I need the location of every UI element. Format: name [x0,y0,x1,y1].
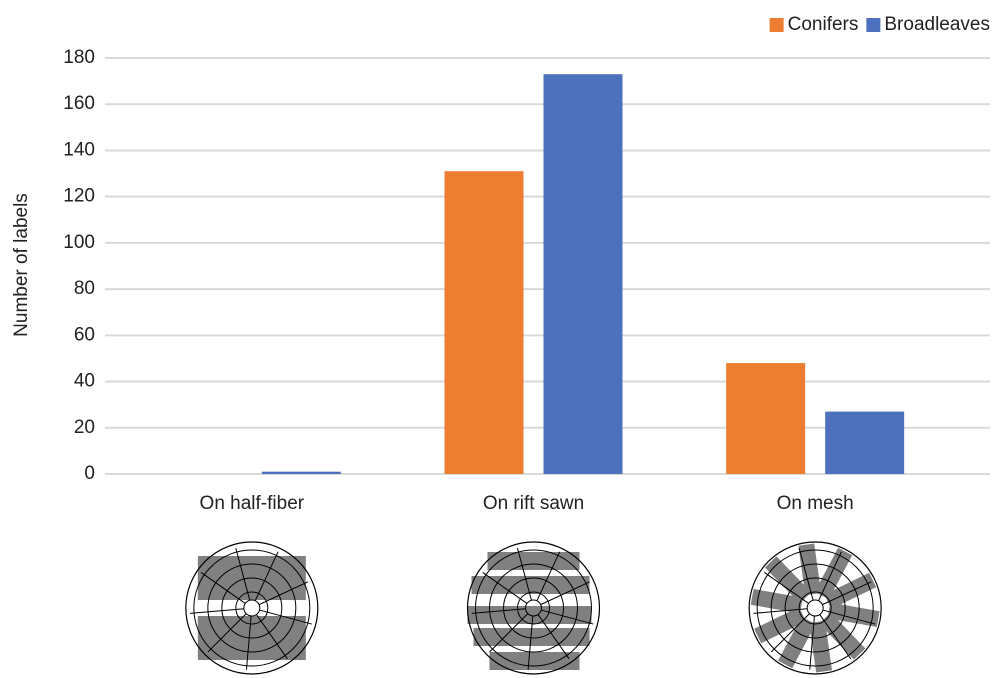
sawing-icon [748,541,882,675]
y-tick-label: 180 [63,47,95,68]
board [809,620,832,673]
growth-ring [207,563,297,653]
board [489,652,580,670]
y-tick-label: 0 [84,463,95,484]
ray [540,581,590,606]
growth-ring [193,549,311,667]
board [764,556,812,604]
board [754,606,807,644]
y-tick-label: 40 [74,371,95,392]
y-tick-label: 100 [63,232,95,253]
ray [536,551,561,601]
ray [818,551,842,601]
growth-ring [243,599,261,617]
legend-swatch [769,18,784,32]
log-outline [466,541,601,675]
y-tick-label: 80 [74,278,95,299]
growth-ring [798,591,832,625]
growth-ring [517,591,550,625]
bar [726,363,806,474]
board [814,547,853,600]
growth-ring [770,563,860,653]
ray [764,572,809,604]
bar [261,471,341,474]
growth-ring [489,563,578,653]
y-tick-label: 120 [63,186,95,207]
growth-ring [235,591,269,625]
board [471,576,590,594]
legend-label: Conifers [788,14,859,35]
y-tick-label: 160 [63,93,95,114]
ray [207,613,247,653]
log-outline [748,541,882,675]
ray [527,615,534,670]
bar [543,74,623,474]
y-axis-label: Number of labels [11,193,32,337]
ray [258,581,309,606]
x-tick-label: On rift sawn [483,493,584,514]
ray [256,614,288,660]
ray [798,547,814,601]
sawing-icon [466,541,601,675]
bar [444,171,524,474]
board [798,543,822,596]
ray [541,609,594,625]
log-outline [185,541,319,675]
ray [489,613,529,653]
ray [537,614,570,660]
bar [825,411,905,474]
ray [770,613,810,653]
growth-ring [503,577,564,639]
ray [254,551,279,601]
growth-ring [221,577,283,639]
y-tick-label: 60 [74,324,95,345]
y-tick-label: 140 [63,139,95,160]
growth-ring [525,599,542,617]
ray [200,572,246,604]
growth-ring [756,549,874,667]
x-tick-label: On half-fiber [200,493,305,514]
ray [235,547,251,601]
ray [190,608,244,614]
ray [259,609,312,625]
sawing-diagrams [185,541,882,675]
growth-ring [806,599,824,617]
ray [822,581,872,606]
growth-ring [475,549,592,667]
board [824,572,877,610]
ray [819,614,852,660]
ray [482,572,528,604]
board [487,552,580,570]
ray [245,615,252,670]
legend-swatch [866,18,881,32]
sawing-icon [185,541,319,675]
board [827,602,880,627]
board [750,589,803,614]
legend-label: Broadleaves [884,14,990,35]
ray [822,609,876,625]
ray [809,615,815,670]
board [819,612,866,660]
board [778,616,816,669]
growth-ring [784,577,846,639]
y-tick-label: 20 [74,417,95,438]
x-tick-label: On mesh [777,493,854,514]
ray [753,608,808,614]
board [473,628,590,646]
ray [471,608,526,614]
ray [516,547,532,601]
